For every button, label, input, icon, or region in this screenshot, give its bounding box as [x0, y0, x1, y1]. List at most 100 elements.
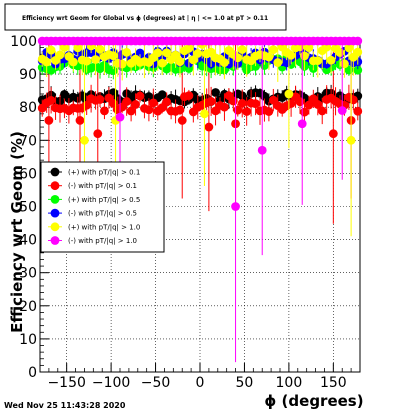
outlier-point — [204, 122, 214, 132]
data-point — [144, 105, 154, 115]
data-point — [162, 48, 172, 58]
data-point — [264, 107, 274, 116]
data-point — [193, 49, 203, 58]
outlier-point — [337, 106, 347, 115]
y-tick-label: 10 — [19, 332, 37, 348]
x-tick-label: 50 — [236, 375, 254, 391]
data-point — [273, 58, 283, 67]
outlier-point — [80, 135, 89, 145]
data-point — [171, 50, 180, 60]
data-point — [220, 102, 229, 112]
y-tick-label: 60 — [19, 166, 37, 182]
data-point — [148, 98, 158, 108]
data-point — [304, 100, 314, 110]
legend-entry-label: (+) with pT/|q| > 1.0 — [68, 223, 140, 231]
data-point — [42, 57, 52, 67]
data-point — [135, 91, 145, 101]
legend-entry-label: (-) with pT/|q| > 0.5 — [68, 210, 137, 218]
data-point — [157, 90, 167, 100]
data-point — [353, 47, 363, 57]
data-point — [242, 107, 252, 116]
legend-entry-label: (+) with pT/|q| > 0.1 — [68, 169, 140, 177]
data-point — [95, 95, 105, 104]
legend-marker — [50, 222, 60, 232]
data-point — [353, 36, 363, 46]
outlier-point — [297, 119, 307, 129]
data-point — [353, 65, 363, 75]
data-point — [322, 42, 332, 52]
data-point — [95, 44, 105, 54]
data-point — [353, 106, 363, 116]
data-point — [237, 45, 247, 54]
data-layer — [37, 36, 363, 363]
data-point — [82, 56, 92, 66]
data-point — [326, 55, 336, 65]
legend-marker — [50, 181, 60, 191]
data-point — [126, 106, 136, 116]
outlier-point — [231, 202, 240, 211]
legend-marker — [50, 208, 60, 218]
data-point — [211, 88, 220, 97]
data-point — [131, 100, 140, 109]
data-point — [46, 95, 56, 105]
data-point — [313, 56, 323, 66]
legend-marker — [50, 195, 60, 204]
series-6 — [37, 36, 363, 363]
data-point — [188, 55, 198, 65]
y-tick-label: 50 — [19, 200, 37, 216]
data-point — [233, 53, 243, 63]
data-point — [91, 55, 100, 64]
y-tick-label: 80 — [19, 100, 37, 116]
data-point — [175, 105, 185, 115]
x-tick-label: 100 — [276, 375, 303, 391]
outlier-point — [257, 145, 267, 155]
title-box — [4, 3, 287, 31]
data-point — [46, 45, 56, 55]
data-point — [55, 50, 65, 60]
data-point — [184, 43, 194, 53]
outlier-point — [346, 135, 356, 145]
data-point — [304, 43, 314, 53]
legend-marker — [50, 236, 60, 245]
timestamp: Wed Nov 25 11:43:28 2020 — [4, 401, 126, 410]
y-tick-label: 70 — [19, 133, 37, 149]
data-point — [108, 51, 118, 61]
data-point — [73, 43, 83, 53]
x-tick-label: 0 — [196, 375, 205, 391]
data-point — [60, 43, 69, 52]
outlier-point — [75, 116, 85, 125]
chart-title: Efficiency wrt Geom for Global vs ϕ (deg… — [22, 15, 268, 22]
y-tick-label: 30 — [19, 266, 37, 282]
x-tick-label: 150 — [320, 375, 347, 391]
outlier-point — [328, 129, 338, 139]
data-point — [220, 58, 229, 67]
data-point — [264, 52, 274, 62]
outlier-point — [200, 109, 209, 119]
data-point — [268, 45, 278, 55]
data-point — [122, 97, 132, 106]
data-point — [175, 57, 185, 67]
series-5 — [37, 40, 363, 237]
outlier-point — [115, 112, 125, 122]
x-tick-label: −150 — [47, 375, 85, 391]
data-point — [317, 106, 327, 116]
outlier-point — [177, 116, 187, 125]
data-point — [348, 95, 358, 105]
outlier-point — [44, 116, 54, 125]
data-point — [228, 96, 238, 106]
y-tick-label: 0 — [28, 365, 37, 381]
data-point — [153, 48, 163, 58]
data-point — [313, 100, 323, 109]
legend-box — [40, 161, 165, 253]
legend: (+) with pT/|q| > 0.1 (-) with pT/|q| > 0… — [40, 161, 165, 253]
data-point — [335, 48, 345, 57]
x-axis-label: ϕ (degrees) — [264, 392, 363, 410]
axes: −150 −100 −50 0 50 100 150 0 10 20 30 40 50 60 70 80 90 1… — [10, 34, 352, 391]
data-point — [286, 50, 296, 60]
y-tick-label: 90 — [19, 67, 37, 83]
y-tick-label: 40 — [19, 233, 37, 249]
data-point — [295, 97, 305, 107]
legend-entry-label: (-) with pT/|q| > 0.1 — [68, 182, 137, 190]
x-tick-label: −100 — [92, 375, 130, 391]
